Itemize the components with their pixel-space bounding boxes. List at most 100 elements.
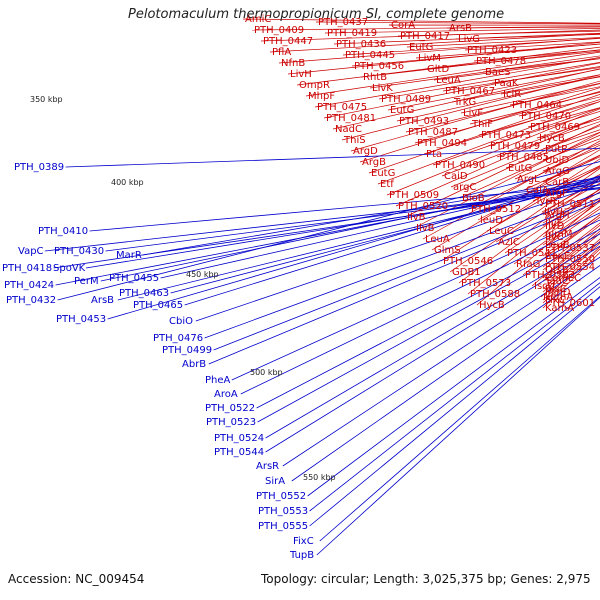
leader-line <box>65 147 600 168</box>
leader-line <box>291 265 600 482</box>
gene-label-right: argC <box>453 182 476 193</box>
gene-label-right: AmiC <box>245 14 271 25</box>
accession-text: Accession: NC_009454 <box>8 572 145 586</box>
gene-label-right: NemA <box>543 292 573 303</box>
gene-label-right: IlvC <box>545 232 564 243</box>
gene-label-right: LeuA <box>425 234 450 245</box>
gene-label-right: ArgG <box>545 166 570 177</box>
gene-label-right: PTH_0464 <box>512 100 562 111</box>
leader-line <box>287 42 600 75</box>
leader-line <box>423 99 600 155</box>
gene-label-right: PTH_0493 <box>399 116 449 127</box>
leader-line <box>278 37 600 64</box>
leader-line <box>257 233 600 423</box>
gene-label-left: PTH_0523 <box>206 417 256 428</box>
leader-line <box>319 295 600 542</box>
leader-line <box>404 123 600 218</box>
leader-line <box>309 286 600 527</box>
gene-label-left: AroA <box>214 389 238 400</box>
gene-label-left: FixC <box>293 536 314 547</box>
leader-line <box>208 200 600 365</box>
gene-label-right: RfaG <box>516 259 540 270</box>
leader-line <box>459 134 600 199</box>
gene-label-right: PTH_0469 <box>530 122 580 133</box>
gene-label-right: UbiD <box>545 155 569 166</box>
leader-line <box>368 94 600 174</box>
gene-label-right: KamA <box>545 303 574 314</box>
gene-label-left: PTH_0463 <box>119 288 169 299</box>
gene-label-right: CorA <box>391 20 415 31</box>
leader-line <box>405 83 600 133</box>
gene-label-right: PaaK <box>494 78 519 89</box>
leader-line <box>450 125 600 188</box>
gene-label-right: PTH_0554 <box>545 262 595 273</box>
gene-label-right: GDB1 <box>452 267 481 278</box>
gene-label-right: PTH_0481 <box>326 113 376 124</box>
gene-label-right: TauC <box>544 276 569 287</box>
gene-label-right: PTH_0475 <box>317 102 367 113</box>
gene-label-right: PTH_0419 <box>327 28 377 39</box>
leader-line <box>378 62 600 100</box>
leader-line <box>395 116 600 207</box>
leader-line <box>231 212 600 381</box>
gene-label-left: PerM <box>74 276 99 287</box>
leader-line <box>351 43 600 67</box>
gene-label-right: IscU <box>534 281 555 292</box>
gene-label-right: PTH_0601 <box>545 298 595 309</box>
leader-line <box>265 241 600 439</box>
leader-line <box>397 30 600 37</box>
gene-label-right: AzlC <box>498 237 520 248</box>
leader-line <box>422 140 600 240</box>
gene-label-left: PTH_0453 <box>56 314 106 325</box>
gene-label-right: IlvH <box>544 207 563 218</box>
leader-line <box>406 37 600 48</box>
gene-label-right: EutG <box>371 168 395 179</box>
leader-line <box>242 18 600 24</box>
gene-label-right: leuD <box>480 215 503 226</box>
leader-line <box>53 187 600 269</box>
gene-label-left: MarR <box>116 250 142 261</box>
gene-label-right: PTH_0478 <box>476 56 526 67</box>
gene-label-right: ArsB <box>449 23 472 34</box>
gene-label-right: PTH_0541 <box>507 248 557 259</box>
gene-label-right: ArgF <box>545 188 568 199</box>
gene-label-right: PTH_0550 <box>545 254 595 265</box>
gene-label-right: PTH_0487 <box>408 127 458 138</box>
gene-label-right: BisC <box>545 284 567 295</box>
gene-label-right: PTH_0409 <box>254 25 304 36</box>
gene-label-right: PTH_0423 <box>467 45 517 56</box>
gene-label-right: IlvB <box>407 212 426 223</box>
leader-line <box>369 55 600 89</box>
gene-label-right: PutP <box>545 144 567 155</box>
gene-label-right: ArgL <box>517 174 540 185</box>
gene-label-left: PTH_0424 <box>4 280 54 291</box>
gene-label-right: EutG <box>508 163 532 174</box>
leader-line <box>240 219 600 395</box>
gene-label-right: IclR <box>503 89 521 100</box>
gene-label-right: ThiS <box>343 135 366 146</box>
gene-label-right: EutG <box>409 42 433 53</box>
gene-label-right: PTH_0467 <box>445 86 495 97</box>
leader-line <box>314 57 600 108</box>
leader-line <box>476 198 600 306</box>
gene-label-right: LeuA <box>436 75 461 86</box>
genome-title: Pelotomaculum thermopropionicum SI, comp… <box>128 7 505 22</box>
leader-line <box>107 175 600 320</box>
gene-label-right: BaeS <box>485 67 511 78</box>
gene-label-right: TyrR <box>534 196 557 207</box>
gene-label-right: CaiD <box>444 171 468 182</box>
leader-line <box>305 51 600 97</box>
leader-line <box>142 176 600 256</box>
gene-label-right: LivM <box>418 53 441 64</box>
leader-line <box>387 68 600 111</box>
gene-label-right: PTH_0494 <box>417 138 467 149</box>
gene-label-left: PTH_0389 <box>14 162 64 173</box>
gene-label-right: ThiF <box>471 119 493 130</box>
gene-label-right: PTH_0479 <box>490 141 540 152</box>
leader-line <box>377 101 600 185</box>
gene-label-left: SpoVK <box>53 263 86 274</box>
gene-label-right: PTH_0573 <box>461 278 511 289</box>
scale-label: 550 kbp <box>303 473 336 482</box>
gene-label-left: PTH_0476 <box>153 333 203 344</box>
